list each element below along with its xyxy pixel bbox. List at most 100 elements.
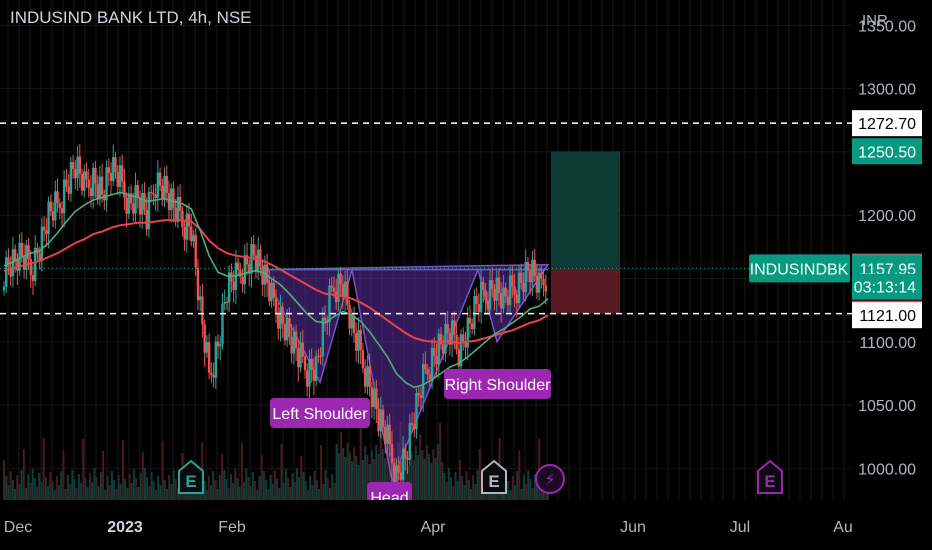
candle[interactable] <box>51 202 55 228</box>
candle[interactable] <box>201 283 204 338</box>
candle[interactable] <box>141 184 144 229</box>
candle[interactable] <box>497 268 501 306</box>
candle[interactable] <box>531 250 534 297</box>
price-label-green-sub[interactable]: 03:13:14 <box>852 273 922 300</box>
candle[interactable] <box>277 302 280 340</box>
candle[interactable] <box>328 278 331 337</box>
candle[interactable] <box>506 289 510 314</box>
candle[interactable] <box>535 263 539 300</box>
candle[interactable] <box>58 197 61 220</box>
candle[interactable] <box>270 277 273 308</box>
candle[interactable] <box>45 217 48 247</box>
candle[interactable] <box>435 343 438 377</box>
candle[interactable] <box>54 180 57 229</box>
candle[interactable] <box>450 313 454 358</box>
candle[interactable] <box>165 165 168 203</box>
candle[interactable] <box>272 276 275 307</box>
candle[interactable] <box>127 186 131 219</box>
price-label-white[interactable]: 1121.00 <box>852 302 922 329</box>
candle[interactable] <box>60 201 64 226</box>
candle[interactable] <box>203 319 206 367</box>
candle[interactable] <box>120 154 124 193</box>
candle[interactable] <box>198 285 202 312</box>
candle[interactable] <box>147 186 151 238</box>
candle[interactable] <box>145 197 148 236</box>
candle[interactable] <box>540 265 543 289</box>
candle[interactable] <box>511 264 514 298</box>
candle[interactable] <box>283 316 287 346</box>
candle[interactable] <box>170 183 173 223</box>
candle[interactable] <box>98 165 102 207</box>
candle[interactable] <box>112 144 115 187</box>
candle[interactable] <box>105 160 108 212</box>
candle[interactable] <box>319 347 322 365</box>
candle[interactable] <box>154 183 157 211</box>
candle[interactable] <box>419 386 423 411</box>
candle[interactable] <box>42 215 46 242</box>
candle[interactable] <box>114 152 117 179</box>
candle[interactable] <box>281 302 284 338</box>
candle[interactable] <box>212 362 215 388</box>
candle[interactable] <box>442 335 445 361</box>
candle[interactable] <box>132 192 135 222</box>
candle[interactable] <box>163 167 166 208</box>
candle[interactable] <box>415 387 418 439</box>
candle[interactable] <box>468 305 472 338</box>
candle[interactable] <box>372 381 376 420</box>
candle[interactable] <box>65 168 68 192</box>
candle[interactable] <box>2 281 6 296</box>
candle[interactable] <box>330 276 333 293</box>
candle[interactable] <box>513 273 516 308</box>
candle[interactable] <box>241 268 244 293</box>
candle[interactable] <box>161 178 164 206</box>
candle[interactable] <box>223 289 226 311</box>
candle[interactable] <box>261 259 264 296</box>
candle[interactable] <box>346 268 349 311</box>
candle[interactable] <box>297 339 300 382</box>
candle[interactable] <box>236 257 240 275</box>
candle[interactable] <box>352 306 356 343</box>
candle[interactable] <box>426 364 429 381</box>
candle[interactable] <box>109 162 113 196</box>
candle[interactable] <box>323 305 327 332</box>
candle[interactable] <box>366 355 369 395</box>
candle[interactable] <box>406 451 409 475</box>
candle[interactable] <box>16 253 19 286</box>
lightning-icon[interactable]: ⚡ <box>535 464 565 494</box>
candle[interactable] <box>285 309 289 347</box>
candle[interactable] <box>462 327 465 351</box>
candle[interactable] <box>67 174 70 201</box>
candle[interactable] <box>134 172 137 224</box>
candle[interactable] <box>210 361 213 384</box>
candle[interactable] <box>499 282 503 323</box>
candle[interactable] <box>227 265 231 312</box>
time-axis[interactable]: Dec 2023 Feb Apr Jun Jul Au <box>0 500 932 550</box>
candle[interactable] <box>100 163 104 203</box>
candle[interactable] <box>308 350 311 398</box>
price-label-white[interactable]: 1272.70 <box>852 110 922 137</box>
candle[interactable] <box>464 332 467 359</box>
candle[interactable] <box>279 294 282 342</box>
candle[interactable] <box>515 289 518 318</box>
candle[interactable] <box>56 178 59 213</box>
candle[interactable] <box>214 336 218 389</box>
candle[interactable] <box>377 398 380 437</box>
earnings-e-icon[interactable]: E <box>481 459 507 494</box>
candle[interactable] <box>359 324 362 365</box>
candle[interactable] <box>424 351 427 375</box>
candle[interactable] <box>83 164 86 198</box>
pattern-label[interactable]: Left Shoulder <box>270 398 370 428</box>
candle[interactable] <box>421 353 425 413</box>
candle[interactable] <box>542 270 545 297</box>
candle[interactable] <box>301 329 304 364</box>
candle[interactable] <box>29 250 32 288</box>
candle[interactable] <box>40 217 44 272</box>
candle[interactable] <box>239 262 242 284</box>
candle[interactable] <box>245 242 249 276</box>
candle[interactable] <box>225 296 229 311</box>
candle[interactable] <box>47 196 50 249</box>
candle[interactable] <box>143 182 146 216</box>
price-label-green[interactable]: 1250.50 <box>852 138 922 165</box>
symbol-tag[interactable]: INDUSINDBK <box>749 254 850 283</box>
